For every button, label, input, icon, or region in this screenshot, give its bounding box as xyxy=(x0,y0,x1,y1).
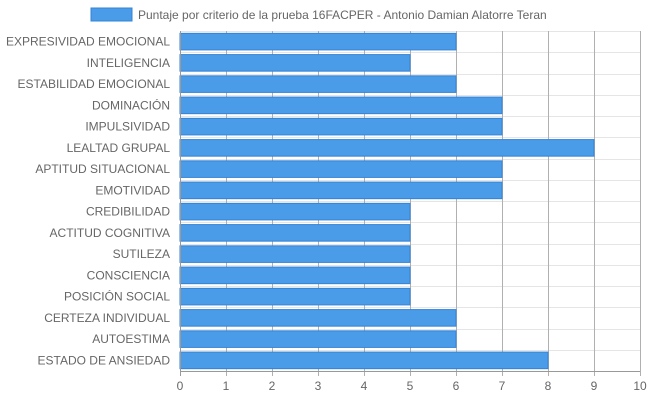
category-label: POSICIÓN SOCIAL xyxy=(64,289,170,304)
bar[interactable] xyxy=(179,266,411,285)
category-label: ESTADO DE ANSIEDAD xyxy=(38,353,171,367)
chart-axes xyxy=(180,31,640,372)
bar[interactable] xyxy=(179,75,457,93)
category-label: CREDIBILIDAD xyxy=(86,205,170,219)
category-label: ESTABILIDAD EMOCIONAL xyxy=(18,77,171,91)
x-tick-label: 1 xyxy=(223,379,230,393)
bar[interactable] xyxy=(179,287,411,306)
x-tick-label: 2 xyxy=(269,379,276,393)
x-tick-label: 5 xyxy=(407,379,414,393)
category-label: DOMINACIÓN xyxy=(92,97,170,112)
bar[interactable] xyxy=(179,32,457,51)
x-axis-labels: 0 1 2 3 4 5 6 7 8 9 10 xyxy=(177,379,647,393)
category-label: EMOTIVIDAD xyxy=(95,183,170,197)
y-axis-labels: EXPRESIVIDAD EMOCIONAL INTELIGENCIA ESTABI… xyxy=(6,35,170,368)
legend-label: Puntaje por criterio de la prueba 16FACP… xyxy=(138,8,547,22)
bar[interactable] xyxy=(179,139,595,157)
category-label: CONSCIENCIA xyxy=(87,268,170,282)
category-label: INTELIGENCIA xyxy=(87,56,170,70)
bar[interactable] xyxy=(179,245,411,263)
x-tick-label: 4 xyxy=(361,379,368,393)
category-label: IMPULSIVIDAD xyxy=(85,120,170,134)
x-tick-label: 6 xyxy=(453,379,460,393)
bar[interactable] xyxy=(179,309,457,327)
category-label: SUTILEZA xyxy=(113,247,170,261)
category-label: APTITUD SITUACIONAL xyxy=(35,162,170,176)
x-tick-label: 7 xyxy=(499,379,506,393)
bar[interactable] xyxy=(179,351,549,370)
bar[interactable] xyxy=(179,181,503,200)
bar[interactable] xyxy=(179,54,411,72)
x-tick-label: 10 xyxy=(633,379,647,393)
x-tick-label: 0 xyxy=(177,379,184,393)
bar[interactable] xyxy=(179,160,503,178)
category-label: LEALTAD GRUPAL xyxy=(67,141,171,155)
legend-swatch xyxy=(90,7,133,22)
bar[interactable] xyxy=(179,117,503,136)
category-label: EXPRESIVIDAD EMOCIONAL xyxy=(6,35,170,49)
bar[interactable] xyxy=(179,96,503,115)
chart-legend[interactable]: Puntaje por criterio de la prueba 16FACP… xyxy=(90,7,547,22)
x-tick-label: 8 xyxy=(545,379,552,393)
x-tick-label: 9 xyxy=(591,379,598,393)
bar[interactable] xyxy=(179,330,457,348)
category-label: ACTITUD COGNITIVA xyxy=(50,226,170,240)
bar[interactable] xyxy=(179,224,411,242)
category-label: AUTOESTIMA xyxy=(92,332,170,346)
category-label: CERTEZA INDIVIDUAL xyxy=(44,311,170,325)
x-tick-label: 3 xyxy=(315,379,322,393)
bar[interactable] xyxy=(179,202,411,221)
